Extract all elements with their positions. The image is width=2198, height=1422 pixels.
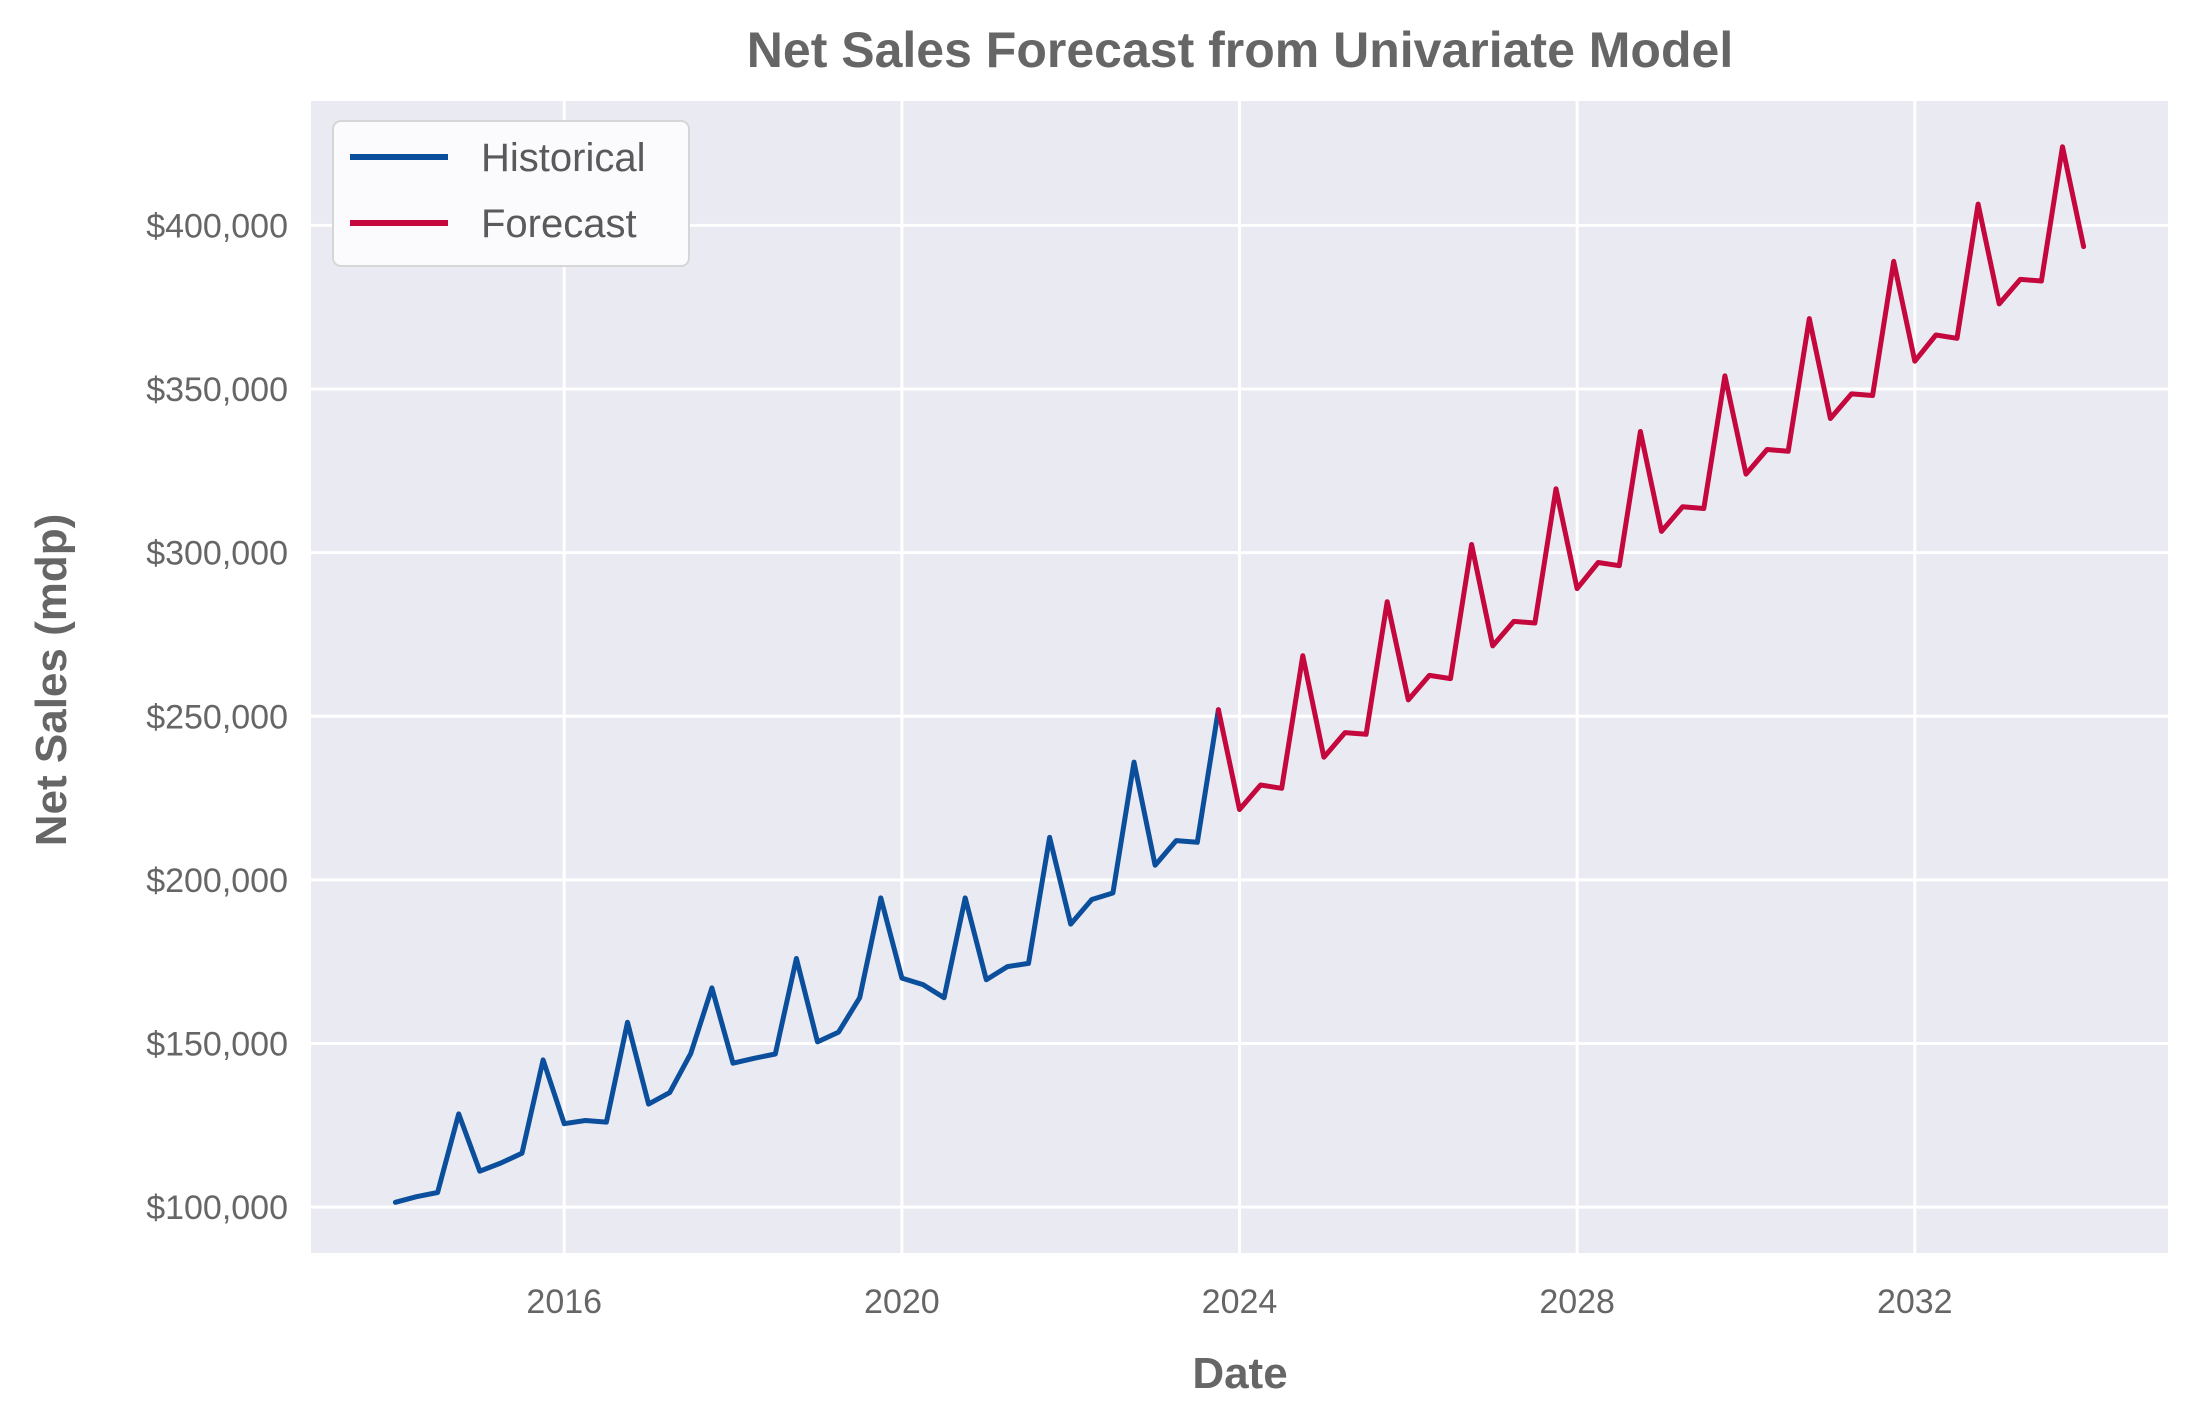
y-tick-label: $300,000 [146, 535, 288, 573]
chart-title: Net Sales Forecast from Univariate Model [747, 22, 1733, 78]
x-axis-label: Date [1192, 1349, 1287, 1398]
x-grid [562, 101, 1917, 1253]
legend-label-historical: Historical [481, 136, 645, 180]
x-tick-label: 2028 [1539, 1283, 1615, 1321]
x-tick-label: 2016 [526, 1283, 602, 1321]
x-tick-label: 2020 [864, 1283, 940, 1321]
y-grid [311, 223, 2168, 1209]
x-tick-labels: 2016 2020 2024 2028 2032 [526, 1283, 1952, 1321]
y-tick-label: $100,000 [146, 1189, 288, 1227]
series-line-historical [392, 707, 1221, 1205]
y-tick-label: $400,000 [146, 207, 288, 245]
series-line-forecast [1215, 144, 2087, 812]
y-tick-label: $150,000 [146, 1026, 288, 1064]
legend: Historical Forecast [332, 120, 690, 267]
series-layer [392, 144, 2087, 1205]
y-tick-label: $200,000 [146, 862, 288, 900]
legend-label-forecast: Forecast [481, 202, 637, 246]
y-tick-labels: $100,000 $150,000 $200,000 $250,000 $300,000… [146, 207, 288, 1227]
y-tick-label: $250,000 [146, 698, 288, 736]
x-tick-label: 2024 [1202, 1283, 1278, 1321]
y-axis-label: Net Sales (mdp) [27, 514, 76, 847]
y-tick-label: $350,000 [146, 371, 288, 409]
x-tick-label: 2032 [1877, 1283, 1953, 1321]
